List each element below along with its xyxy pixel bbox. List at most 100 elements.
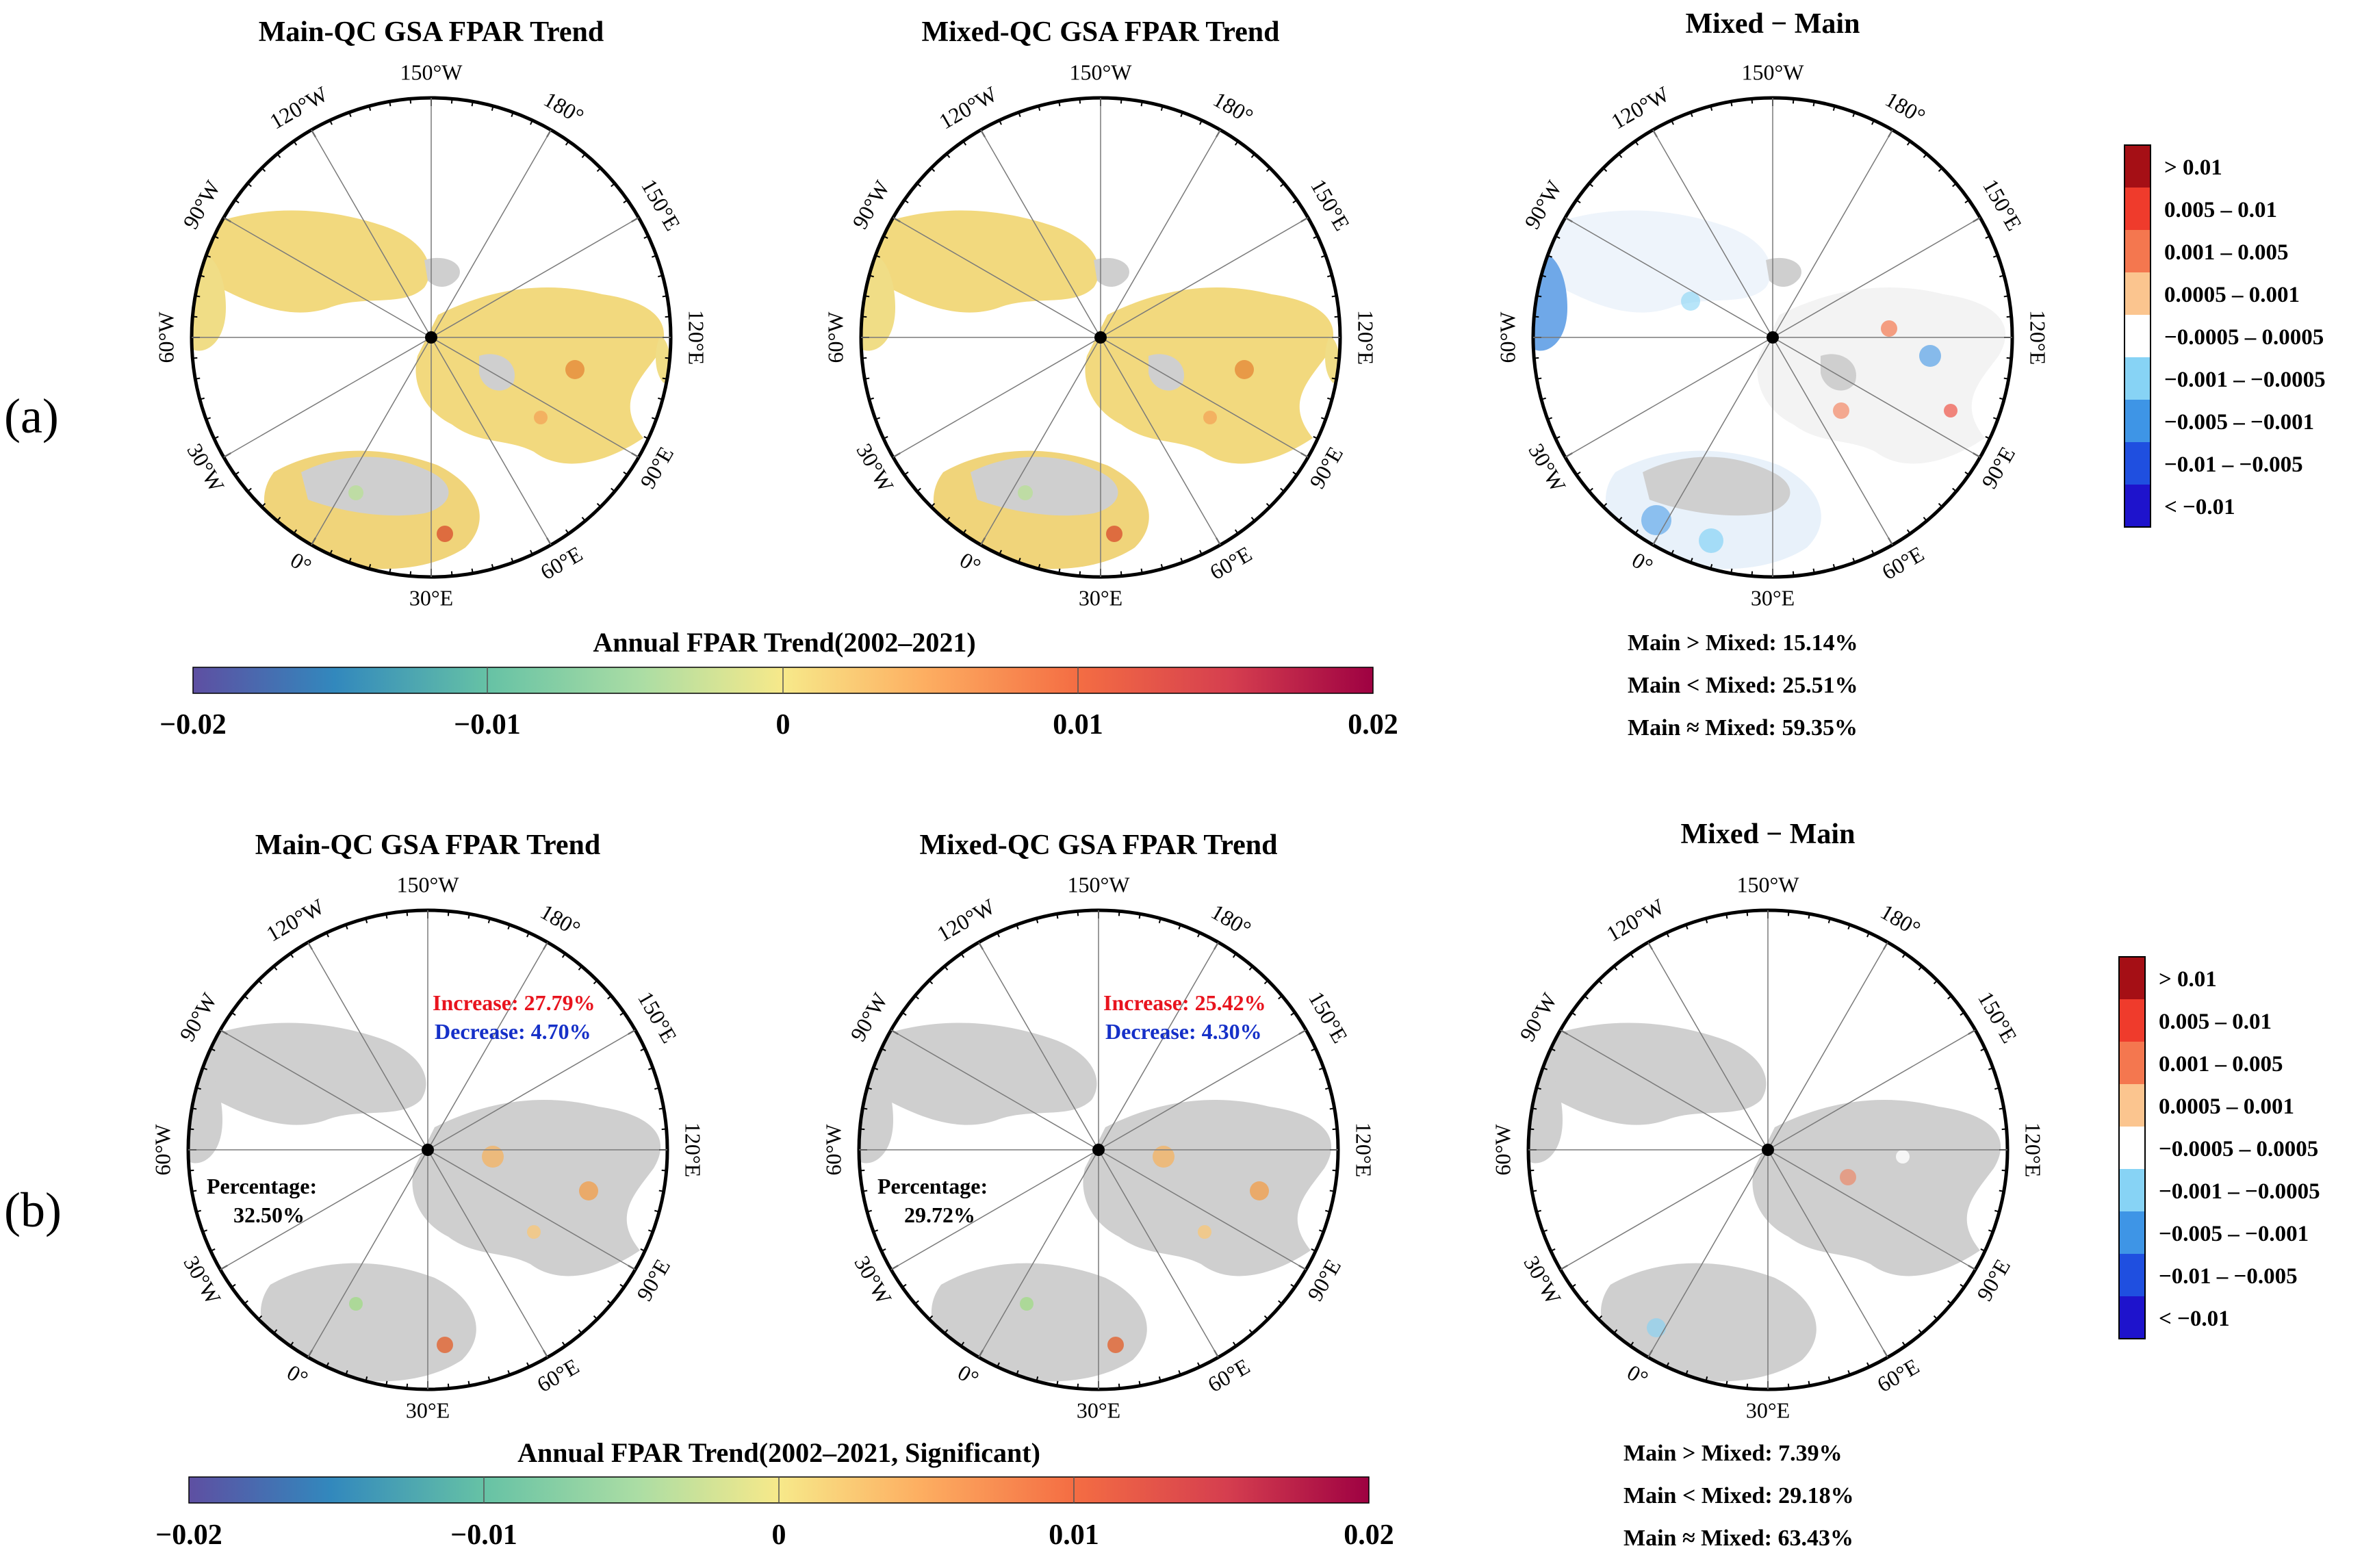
b-mixed-pct-value: 29.72% xyxy=(904,1203,975,1227)
rim-tick xyxy=(1320,255,1326,258)
rim-tick xyxy=(1534,357,1539,359)
rim-tick xyxy=(1584,995,1589,1000)
meridian-line xyxy=(1098,1149,1219,1358)
rim-tick xyxy=(651,255,657,258)
land-greenland xyxy=(1766,257,1801,287)
rim-tick xyxy=(1671,550,1674,555)
rim-tick xyxy=(196,1209,201,1213)
land-greenland xyxy=(424,257,460,287)
meridian-line xyxy=(1560,1029,1769,1151)
rim-tick xyxy=(1666,932,1669,938)
rim-tick xyxy=(530,550,533,555)
legend-swatch xyxy=(2124,230,2151,272)
rim-tick xyxy=(1923,517,1927,522)
longitude-label: 30°W xyxy=(1524,439,1571,497)
rim-tick xyxy=(1555,436,1561,439)
rim-tick xyxy=(2006,316,2012,318)
rim-tick xyxy=(1871,120,1875,125)
longitude-label: 30°W xyxy=(179,1252,226,1309)
rim-tick xyxy=(1234,529,1239,535)
rim-tick xyxy=(1292,199,1298,204)
rim-tick xyxy=(1036,1376,1039,1382)
rim-tick xyxy=(960,1341,965,1347)
rim-tick xyxy=(1248,1329,1253,1334)
longitude-label: 0° xyxy=(286,548,316,579)
meridian-line xyxy=(893,217,1101,338)
longitude-label: 0° xyxy=(1628,548,1657,579)
rim-tick xyxy=(619,1283,625,1288)
rim-tick xyxy=(199,274,205,278)
rim-tick xyxy=(1710,105,1713,111)
rim-tick xyxy=(1597,979,1603,985)
rim-tick xyxy=(1120,99,1122,104)
rim-tick xyxy=(195,377,201,380)
rim-tick xyxy=(1999,1107,2004,1110)
rim-tick xyxy=(409,99,412,104)
rim-tick xyxy=(1325,1087,1331,1090)
legend-label: −0.005 – −0.001 xyxy=(2164,410,2314,435)
land-eurasia xyxy=(412,1100,661,1276)
longitude-label: 150°W xyxy=(400,60,463,84)
rim-tick xyxy=(903,471,909,476)
rim-tick xyxy=(593,1315,598,1320)
stats-b-main-lt: Main < Mixed: 29.18% xyxy=(1623,1483,1854,1508)
rim-tick xyxy=(1332,1169,1337,1172)
land-arctic-nodata xyxy=(1821,354,1856,391)
meridian-line xyxy=(1098,942,1219,1151)
rim-tick xyxy=(1290,1012,1296,1016)
rim-tick xyxy=(348,112,352,118)
rim-tick xyxy=(1536,1209,1541,1213)
land-eurasia xyxy=(1752,1100,2001,1276)
title-a-main: Main-QC GSA FPAR Trend xyxy=(259,16,604,48)
rim-tick xyxy=(1016,924,1019,930)
rim-tick xyxy=(1266,167,1271,172)
rim-tick xyxy=(1280,487,1285,492)
rim-tick xyxy=(1536,1087,1541,1090)
rim-tick xyxy=(1234,140,1239,146)
land-eurasia xyxy=(1757,287,2006,464)
longitude-label: 0° xyxy=(283,1360,312,1391)
rim-tick xyxy=(862,316,867,318)
rim-tick xyxy=(2006,357,2012,359)
rim-tick xyxy=(1118,911,1120,916)
legend-label: < −0.01 xyxy=(2164,495,2235,519)
rim-tick xyxy=(916,487,921,492)
rim-tick xyxy=(1547,417,1553,420)
rim-tick xyxy=(1999,274,2005,278)
rim-tick xyxy=(1787,911,1790,916)
rim-tick xyxy=(1992,417,1999,420)
rim-tick xyxy=(293,529,298,535)
longitude-label: 120°E xyxy=(684,310,709,365)
rim-tick xyxy=(944,1329,949,1334)
land-eurasia xyxy=(415,287,665,464)
rim-tick xyxy=(1199,550,1203,555)
meridian-line xyxy=(1772,217,1981,338)
legend-label: −0.01 – −0.005 xyxy=(2159,1264,2298,1289)
diff-legend-a: > 0.01 0.005 – 0.01 0.001 – 0.005 0.0005 – … xyxy=(2124,144,2326,528)
meridian-line xyxy=(307,1149,428,1358)
rim-tick xyxy=(862,1107,868,1110)
rim-tick xyxy=(189,1169,194,1172)
rim-tick xyxy=(277,153,281,158)
longitude-label: 30°W xyxy=(1519,1252,1566,1309)
legend-swatch xyxy=(2124,357,2151,400)
rim-tick xyxy=(1547,255,1553,258)
rim-tick xyxy=(1311,1248,1316,1252)
rim-tick xyxy=(1685,924,1689,930)
rim-tick xyxy=(914,1300,919,1304)
rim-tick xyxy=(1980,1048,1986,1051)
land-north-america xyxy=(865,1023,1097,1125)
rim-tick xyxy=(345,1370,348,1376)
rim-tick xyxy=(658,1107,664,1110)
pole-dot xyxy=(425,331,437,344)
legend-label: −0.0005 – 0.0005 xyxy=(2164,325,2324,350)
meridian-line xyxy=(1098,1149,1307,1270)
meridian-line xyxy=(1772,337,1981,458)
longitude-label: 30°E xyxy=(1079,585,1122,610)
rim-tick xyxy=(1589,487,1593,492)
rim-tick xyxy=(1901,953,1906,958)
rim-tick xyxy=(471,568,474,574)
rim-tick xyxy=(1571,1012,1576,1016)
rim-tick xyxy=(348,557,352,563)
rim-tick xyxy=(1847,924,1851,930)
